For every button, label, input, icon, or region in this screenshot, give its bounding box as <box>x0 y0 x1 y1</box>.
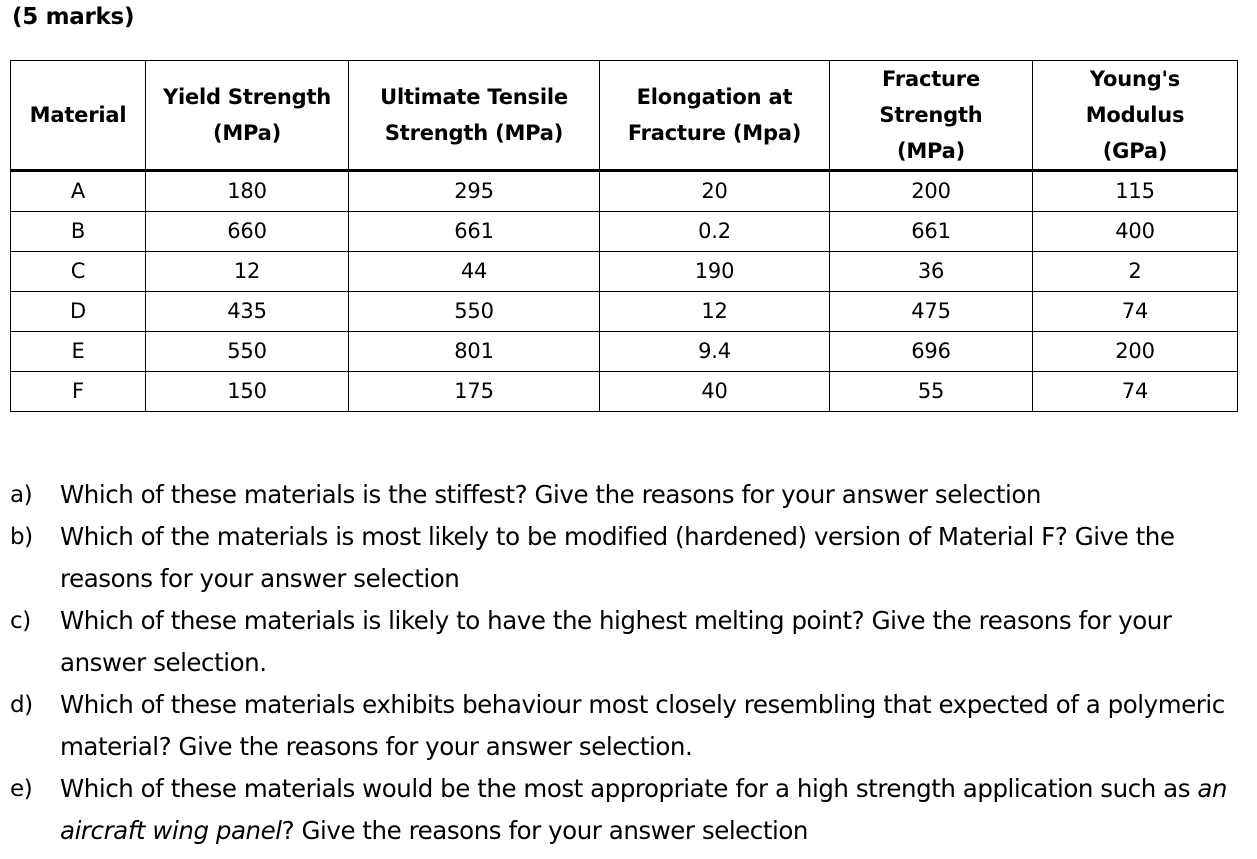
table-row: D 435 550 12 475 74 <box>10 291 1238 332</box>
table-header-row: Material Yield Strength (MPa) Ultimate T… <box>10 60 1238 172</box>
table-row: C 12 44 190 36 2 <box>10 251 1238 292</box>
table-row: B 660 661 0.2 661 400 <box>10 211 1238 252</box>
header-line: Fracture (Mpa) <box>627 121 802 145</box>
header-line: Yield Strength <box>162 85 332 109</box>
table-cell: D <box>10 291 146 332</box>
header-line: (GPa) <box>1102 139 1168 163</box>
table-cell: 150 <box>145 371 349 412</box>
table-cell: 36 <box>829 251 1033 292</box>
table-cell: 696 <box>829 331 1033 372</box>
header-yield-strength: Yield Strength (MPa) <box>145 60 349 172</box>
question-item: c) Which of these materials is likely to… <box>10 600 1240 684</box>
question-item: d) Which of these materials exhibits beh… <box>10 684 1240 768</box>
table-cell: 660 <box>145 211 349 252</box>
question-text-start: Which of these materials would be the mo… <box>60 774 1198 803</box>
table-cell: 190 <box>599 251 830 292</box>
question-label: c) <box>10 608 31 634</box>
table-cell: 40 <box>599 371 830 412</box>
table-cell: 435 <box>145 291 349 332</box>
table-cell: 74 <box>1032 371 1238 412</box>
table-cell: 20 <box>599 170 830 212</box>
header-line: Material <box>29 103 127 127</box>
question-item: a) Which of these materials is the stiff… <box>10 474 1240 516</box>
table-cell: 180 <box>145 170 349 212</box>
question-text: Which of these materials is likely to ha… <box>60 606 1172 677</box>
table-cell: 12 <box>145 251 349 292</box>
table-cell: 295 <box>348 170 600 212</box>
table-row: F 150 175 40 55 74 <box>10 371 1238 412</box>
question-text: Which of the materials is most likely to… <box>60 522 1175 593</box>
table-cell: 400 <box>1032 211 1238 252</box>
table-cell: E <box>10 331 146 372</box>
question-label: b) <box>10 524 33 550</box>
table-cell: 55 <box>829 371 1033 412</box>
table-cell: 550 <box>145 331 349 372</box>
question-label: a) <box>10 482 33 508</box>
question-label: d) <box>10 692 33 718</box>
table-cell: 44 <box>348 251 600 292</box>
header-elongation: Elongation at Fracture (Mpa) <box>599 60 830 172</box>
table-cell: 661 <box>348 211 600 252</box>
question-item: b) Which of the materials is most likely… <box>10 516 1240 600</box>
header-line: Fracture <box>882 67 980 91</box>
table-cell: 801 <box>348 331 600 372</box>
table-cell: 200 <box>1032 331 1238 372</box>
header-line: Modulus <box>1085 103 1185 127</box>
table-cell: B <box>10 211 146 252</box>
question-text: Which of these materials exhibits behavi… <box>60 690 1225 761</box>
table-cell: 0.2 <box>599 211 830 252</box>
header-line: Strength <box>879 103 983 127</box>
table-cell: 550 <box>348 291 600 332</box>
header-line: Strength (MPa) <box>384 121 564 145</box>
table-row: E 550 801 9.4 696 200 <box>10 331 1238 372</box>
header-line: Young's <box>1089 67 1181 91</box>
question-text-end: ? Give the reasons for your answer selec… <box>281 816 809 845</box>
question-list: a) Which of these materials is the stiff… <box>10 474 1240 852</box>
table-cell: 2 <box>1032 251 1238 292</box>
header-material: Material <box>10 60 146 172</box>
question-text-italic: an aircraft wing panel <box>60 774 1228 845</box>
question-label: e) <box>10 776 33 802</box>
header-line: (MPa) <box>212 121 282 145</box>
table-cell: 115 <box>1032 170 1238 212</box>
question-text: Which of these materials is the stiffest… <box>60 480 1041 509</box>
table-cell: A <box>10 170 146 212</box>
table-cell: 9.4 <box>599 331 830 372</box>
table-cell: 475 <box>829 291 1033 332</box>
header-youngs-modulus: Young's Modulus (GPa) <box>1032 60 1238 172</box>
header-line: Elongation at <box>636 85 793 109</box>
header-fracture-strength: Fracture Strength (MPa) <box>829 60 1033 172</box>
header-ultimate-tensile-strength: Ultimate Tensile Strength (MPa) <box>348 60 600 172</box>
table-cell: 200 <box>829 170 1033 212</box>
question-item: e) Which of these materials would be the… <box>10 768 1240 852</box>
table-cell: F <box>10 371 146 412</box>
table-cell: 175 <box>348 371 600 412</box>
header-line: (MPa) <box>896 139 966 163</box>
table-cell: 12 <box>599 291 830 332</box>
table-cell: C <box>10 251 146 292</box>
header-line: Ultimate Tensile <box>380 85 568 109</box>
table-row: A 180 295 20 200 115 <box>10 170 1238 212</box>
table-cell: 74 <box>1032 291 1238 332</box>
material-properties-table: Material Yield Strength (MPa) Ultimate T… <box>10 60 1238 412</box>
table-cell: 661 <box>829 211 1033 252</box>
marks-heading: (5 marks) <box>12 4 135 30</box>
